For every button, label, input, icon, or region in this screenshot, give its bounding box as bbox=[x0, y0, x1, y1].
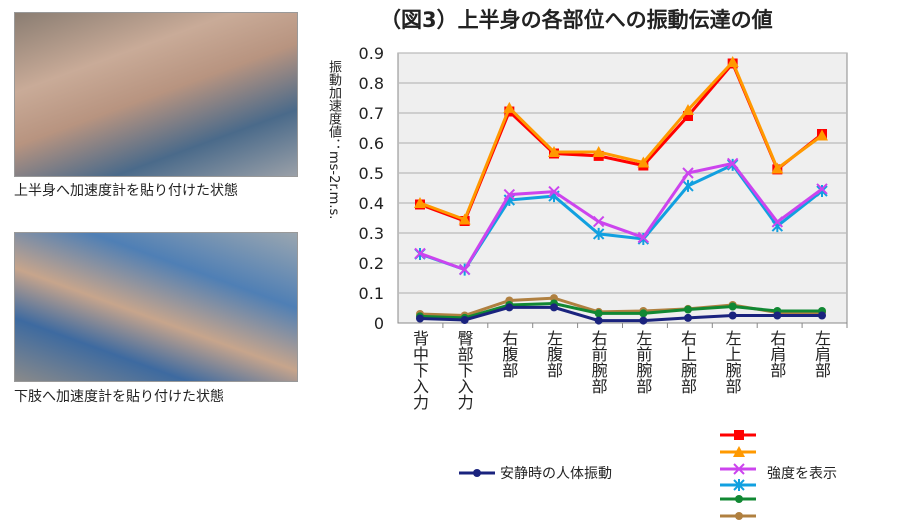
x-tick-label: 左上腕部 bbox=[722, 330, 742, 394]
x-tick-label: 臀部下入力 bbox=[454, 330, 474, 410]
x-tick-label: 左前腕部 bbox=[633, 330, 653, 394]
x-tick-label: 左肩部 bbox=[812, 330, 831, 378]
data-point bbox=[416, 314, 424, 323]
legend-rest-label: 安静時の人体振動 bbox=[500, 466, 612, 482]
data-point bbox=[684, 313, 692, 322]
data-point bbox=[683, 111, 693, 121]
x-tick-label: 右肩部 bbox=[767, 330, 787, 378]
data-point bbox=[414, 247, 426, 260]
upper-body-caption: 上半身へ加速度計を貼り付けた状態 bbox=[14, 183, 238, 199]
data-point bbox=[773, 311, 782, 320]
data-point bbox=[505, 303, 514, 312]
lower-limb-photo bbox=[14, 232, 298, 382]
y-tick-label: 0.5 bbox=[359, 164, 384, 183]
data-point bbox=[682, 167, 694, 179]
data-point bbox=[771, 216, 784, 228]
data-point bbox=[592, 227, 605, 240]
plot-area bbox=[397, 52, 848, 324]
legend-marker bbox=[733, 479, 745, 491]
y-tick-label: 0.3 bbox=[359, 224, 384, 243]
data-point bbox=[594, 316, 603, 325]
x-tick-label: 右腹部 bbox=[499, 330, 519, 378]
legend-marker bbox=[734, 430, 744, 440]
legend-marker bbox=[735, 495, 743, 503]
data-point bbox=[682, 179, 694, 192]
y-tick-label: 0.1 bbox=[359, 284, 384, 303]
y-tick-label: 0.8 bbox=[359, 74, 384, 93]
data-point bbox=[594, 309, 603, 318]
data-point bbox=[637, 156, 650, 168]
data-point bbox=[684, 305, 692, 314]
data-point bbox=[726, 157, 739, 170]
x-tick-label: 背中下入力 bbox=[410, 330, 429, 410]
chart-title: （図3）上半身の各部位への振動伝達の値 bbox=[380, 8, 773, 32]
y-tick-label: 0.7 bbox=[359, 104, 384, 123]
data-point bbox=[458, 263, 471, 276]
legend-marker bbox=[733, 463, 745, 475]
data-point bbox=[726, 56, 739, 67]
y-tick-label: 0.4 bbox=[359, 194, 384, 213]
x-tick-label: 右前腕部 bbox=[588, 330, 608, 394]
data-point bbox=[414, 197, 426, 208]
legend-marker bbox=[735, 512, 743, 520]
y-tick-label: 0.9 bbox=[359, 44, 384, 63]
y-axis-label: 振動加速度値：ms-2r.m.s. bbox=[326, 60, 341, 220]
data-point bbox=[771, 162, 784, 174]
data-point bbox=[818, 311, 826, 320]
data-point bbox=[682, 104, 694, 115]
data-point bbox=[548, 146, 560, 157]
series-line bbox=[419, 161, 823, 272]
data-point bbox=[728, 302, 737, 311]
data-point bbox=[637, 231, 650, 244]
lower-limb-caption: 下肢へ加速度計を貼り付けた状態 bbox=[14, 389, 224, 405]
data-point bbox=[460, 316, 469, 324]
data-point bbox=[816, 185, 828, 197]
data-point bbox=[728, 311, 737, 320]
series-line bbox=[419, 305, 822, 323]
series-line bbox=[419, 301, 822, 320]
data-point bbox=[458, 213, 471, 225]
x-tick-label: 左腹部 bbox=[544, 330, 563, 378]
upper-body-photo bbox=[14, 12, 298, 177]
data-point bbox=[816, 183, 828, 195]
y-tick-label: 0 bbox=[374, 314, 384, 333]
data-point bbox=[639, 316, 648, 325]
data-point bbox=[503, 188, 516, 201]
data-point bbox=[503, 101, 516, 113]
data-point bbox=[592, 146, 605, 157]
series-line bbox=[419, 59, 823, 222]
data-point bbox=[816, 129, 828, 141]
y-tick-label: 0.2 bbox=[359, 254, 384, 273]
data-point bbox=[592, 215, 605, 228]
data-point bbox=[550, 303, 558, 312]
data-point bbox=[548, 185, 560, 198]
y-tick-label: 0.6 bbox=[359, 134, 384, 153]
legend-marker bbox=[733, 446, 745, 457]
x-tick-label: 右上腕部 bbox=[678, 330, 697, 394]
legend-intensity-label: 強度を表示 bbox=[767, 466, 837, 482]
legend-marker bbox=[473, 469, 481, 477]
data-point bbox=[639, 309, 648, 318]
